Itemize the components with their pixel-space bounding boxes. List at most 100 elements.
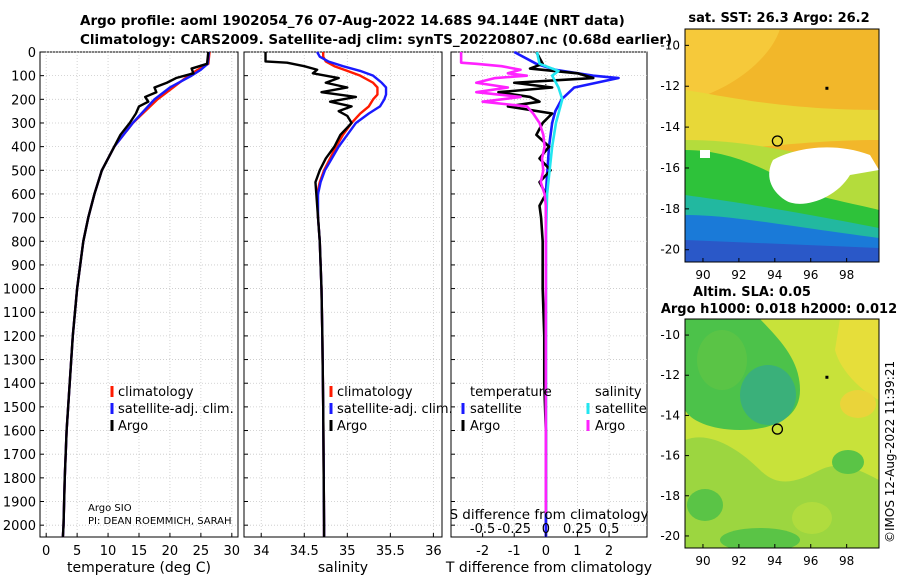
temperature-xlabel: temperature (deg C)	[67, 560, 211, 576]
salinity-axes-frame	[243, 51, 443, 538]
map-x-tick-label: 98	[839, 554, 854, 568]
legend-header-temperature: temperature	[470, 385, 552, 400]
map-y-tick-label: -16	[660, 449, 680, 463]
map-y-tick-label: -10	[660, 38, 680, 52]
top-x-tick-label: 0.5	[599, 522, 620, 537]
y-tick-label: 900	[11, 259, 36, 274]
legend-header-salinity: salinity	[595, 385, 642, 400]
sla-argo-position-marker	[771, 423, 784, 435]
y-tick-label: 700	[11, 212, 36, 227]
y-tick-label: 1000	[3, 283, 36, 298]
sst-map-panel: sat. SST: 26.3 Argo: 26.2 90 92 94 96 98 -10 -…	[660, 11, 880, 282]
series-line-salinity-argo	[459, 52, 548, 537]
temperature-panel: 0 100 200 300 400 500 600 700 800 900 1000 1100 1200…	[3, 46, 240, 576]
x-tick-label: 30	[224, 544, 241, 559]
y-tick-label: 200	[11, 93, 36, 108]
y-tick-label: 400	[11, 141, 36, 156]
temperature-axes-frame	[39, 51, 239, 538]
y-tick-label: 100	[11, 70, 36, 85]
map-y-tick-label: -18	[660, 489, 680, 503]
y-tick-label: 800	[11, 235, 36, 250]
temperature-legend: climatology satellite-adj. clim. Argo	[110, 385, 234, 434]
sst-argo-position-marker	[771, 135, 784, 147]
salinity-xlabel: salinity	[318, 560, 368, 576]
x-tick-label: 1	[573, 544, 581, 559]
legend-label-argo: Argo	[337, 419, 367, 434]
sla-small-marker	[825, 375, 829, 379]
difference-axes-frame	[450, 51, 648, 538]
y-tick-label: 500	[11, 164, 36, 179]
y-tick-label: 0	[28, 46, 36, 61]
y-tick-label: 1800	[3, 472, 36, 487]
y-tick-label: 1600	[3, 425, 36, 440]
series-line-argo	[264, 52, 358, 537]
difference-xlabel: T difference from climatology	[445, 560, 652, 576]
sla-map-field	[685, 319, 879, 548]
legend-label-satellite: satellite-adj. clim.	[337, 402, 453, 417]
sla-map-panel: Altim. SLA: 0.05 Argo h1000: 0.018 h2000…	[660, 285, 897, 568]
x-tick-label: 0	[542, 544, 550, 559]
x-tick-label: -1	[508, 544, 521, 559]
sst-small-marker	[825, 86, 829, 90]
map-x-tick-label: 92	[731, 554, 746, 568]
map-x-tick-label: 96	[803, 268, 818, 282]
map-y-tick-label: -14	[660, 408, 680, 422]
y-tick-label: 1900	[3, 496, 36, 511]
salinity-panel: 34 34.5 35 35.5 36 salinity climatology sate…	[243, 51, 453, 576]
figure-title-line2: Climatology: CARS2009. Satellite-adj cli…	[80, 32, 673, 48]
top-x-tick-label: 0.25	[563, 522, 592, 537]
x-tick-label: 20	[162, 544, 179, 559]
y-tick-label: 1200	[3, 330, 36, 345]
map-x-tick-label: 98	[839, 268, 854, 282]
series-line-argo	[61, 51, 210, 538]
x-tick-label: 15	[131, 544, 148, 559]
legend-label-sal-satellite: satellite	[595, 402, 647, 417]
difference-panel: -2 -1 0 1 2 -0.5 -0.25 0 0.25 0.5 T difference fr…	[445, 50, 652, 576]
y-tick-label: 600	[11, 188, 36, 203]
map-y-tick-label: -16	[660, 161, 680, 175]
credit-line2: PI: DEAN ROEMMICH, SARAH	[88, 516, 232, 527]
map-y-tick-label: -12	[660, 368, 680, 382]
legend-label-satellite: satellite-adj. clim.	[118, 402, 234, 417]
y-tick-label: 2000	[3, 519, 36, 534]
y-tick-label: 1100	[3, 306, 36, 321]
credit-line1: Argo SIO	[88, 503, 132, 514]
x-tick-label: 35	[339, 544, 356, 559]
y-tick-label: 300	[11, 117, 36, 132]
map-x-tick-label: 96	[803, 554, 818, 568]
x-tick-label: 35.5	[376, 544, 405, 559]
figure-title-line1: Argo profile: aoml 1902054_76 07-Aug-202…	[80, 13, 625, 29]
y-tick-label: 1700	[3, 448, 36, 463]
sla-map-frame	[684, 318, 880, 549]
top-x-tick-label: -0.5	[470, 522, 495, 537]
map-y-tick-label: -12	[660, 79, 680, 93]
legend-label-climatology: climatology	[118, 385, 194, 400]
y-tick-label: 1400	[3, 377, 36, 392]
x-tick-label: 34.5	[290, 544, 319, 559]
legend-label-sal-argo: Argo	[595, 419, 625, 434]
legend-label-climatology: climatology	[337, 385, 413, 400]
salinity-legend: climatology satellite-adj. clim. Argo	[329, 385, 453, 434]
legend-label-temp-argo: Argo	[470, 419, 500, 434]
x-tick-label: 25	[193, 544, 210, 559]
y-tick-label: 1500	[3, 401, 36, 416]
x-tick-label: -2	[476, 544, 489, 559]
x-tick-label: 36	[425, 544, 442, 559]
map-y-tick-label: -18	[660, 202, 680, 216]
map-x-tick-label: 92	[731, 268, 746, 282]
legend-label-argo: Argo	[118, 419, 148, 434]
legend-label-temp-satellite: satellite	[470, 402, 522, 417]
map-y-tick-label: -14	[660, 120, 680, 134]
map-x-tick-label: 94	[767, 268, 782, 282]
top-x-tick-label: 0	[542, 522, 550, 537]
y-tick-label: 1300	[3, 354, 36, 369]
sst-map-field	[685, 29, 879, 262]
map-x-tick-label: 90	[695, 554, 710, 568]
x-tick-label: 10	[100, 544, 117, 559]
sla-map-title-1: Altim. SLA: 0.05	[693, 285, 811, 300]
sla-map-title-2: Argo h1000: 0.018 h2000: 0.012	[661, 302, 897, 317]
x-tick-label: 34	[253, 544, 270, 559]
map-y-tick-label: -10	[660, 328, 680, 342]
map-y-tick-label: -20	[660, 243, 680, 257]
